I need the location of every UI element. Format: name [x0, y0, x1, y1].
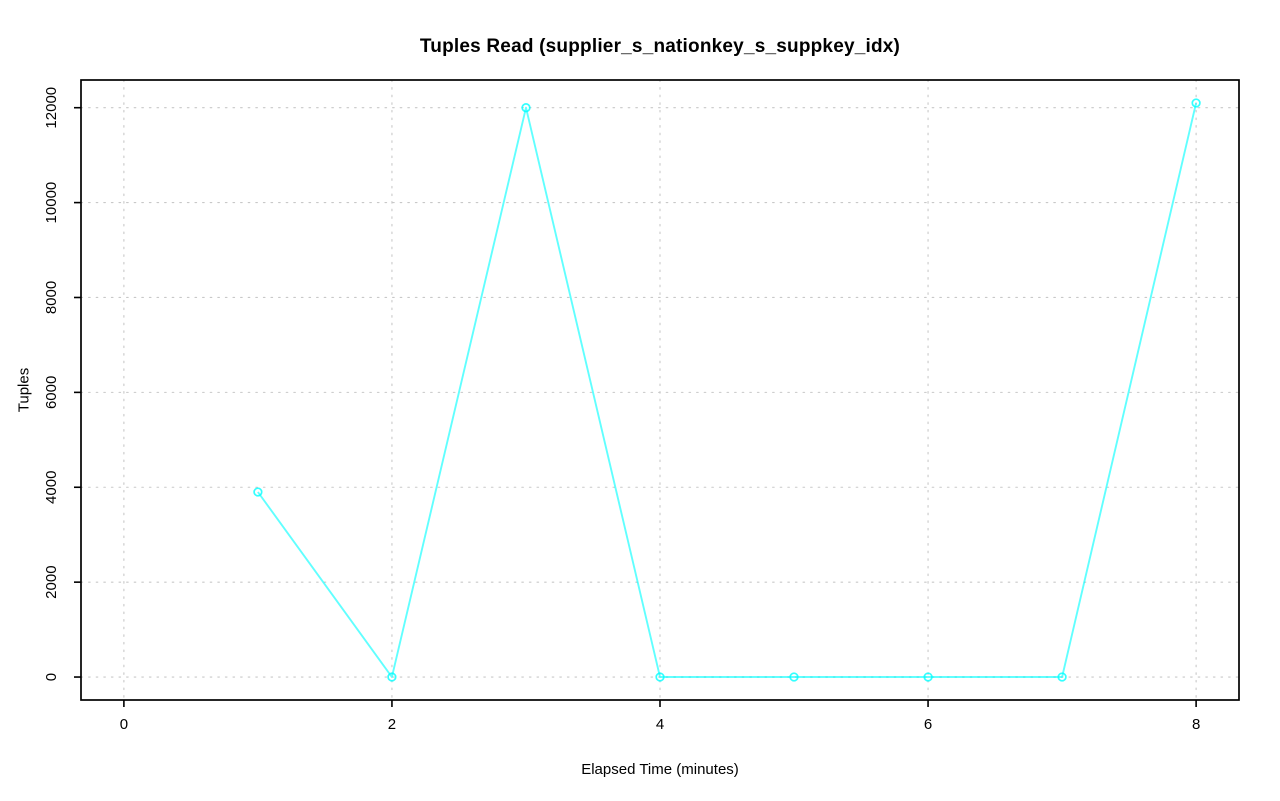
data-point	[1057, 672, 1067, 682]
data-point	[655, 672, 665, 682]
y-tick-label: 10000	[43, 182, 60, 224]
y-tick-label: 12000	[43, 87, 60, 129]
x-tick-label: 4	[656, 716, 664, 733]
data-point	[253, 487, 263, 497]
data-point	[789, 672, 799, 682]
x-tick-label: 8	[1192, 716, 1200, 733]
x-axis-title: Elapsed Time (minutes)	[581, 761, 739, 778]
x-tick-label: 0	[120, 716, 128, 733]
data-point	[387, 672, 397, 682]
y-tick-label: 0	[43, 673, 60, 681]
x-tick-label: 6	[924, 716, 932, 733]
series-line	[257, 102, 1198, 678]
data-point	[923, 672, 933, 682]
data-point	[521, 103, 531, 113]
y-tick-label: 6000	[43, 376, 60, 409]
chart-title: Tuples Read (supplier_s_nationkey_s_supp…	[419, 36, 901, 57]
x-tick-label: 2	[388, 716, 396, 733]
y-tick-label: 8000	[43, 281, 60, 314]
y-tick-label: 2000	[43, 565, 60, 598]
plot-border	[80, 79, 1240, 701]
data-point	[1191, 98, 1201, 108]
y-tick-label: 4000	[43, 471, 60, 504]
